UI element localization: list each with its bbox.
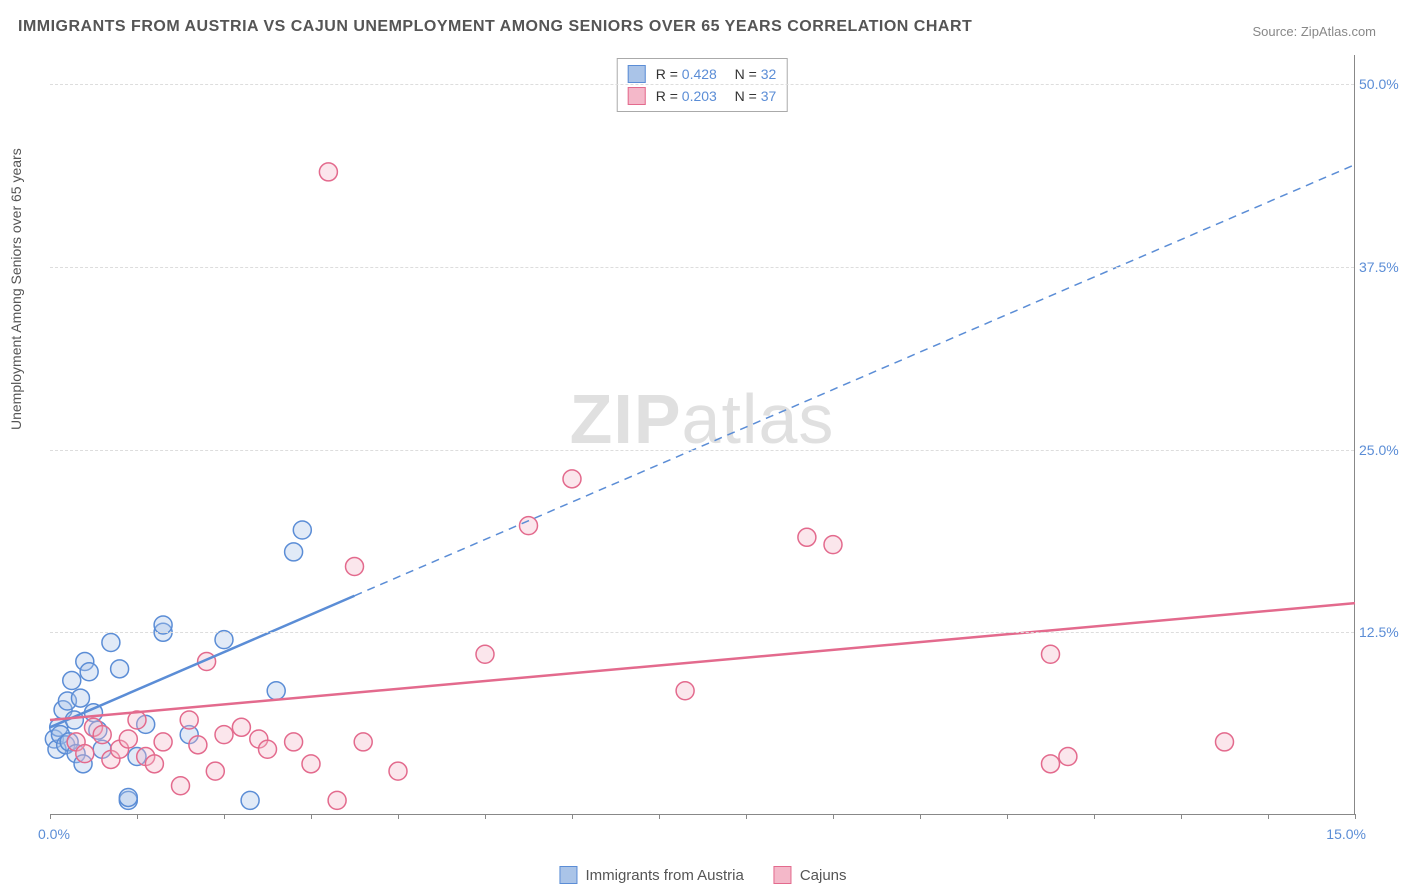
data-point [259,740,277,758]
y-tick-label: 37.5% [1359,259,1406,275]
gridline [50,450,1354,451]
data-point [267,682,285,700]
data-point [76,745,94,763]
data-point [119,730,137,748]
legend-bottom: Immigrants from Austria Cajuns [559,866,846,884]
data-point [80,663,98,681]
data-point [563,470,581,488]
data-point [111,660,129,678]
plot-area: ZIPatlas R = 0.428 N = 32R = 0.203 N = 3… [50,55,1355,815]
x-tick [485,814,486,819]
chart-title: IMMIGRANTS FROM AUSTRIA VS CAJUN UNEMPLO… [18,18,972,36]
trend-line-extrapolated [355,165,1356,596]
data-point [189,736,207,754]
scatter-plot-svg [50,55,1354,814]
x-tick [1181,814,1182,819]
x-tick [659,814,660,819]
data-point [154,616,172,634]
data-point [232,718,250,736]
trend-line [50,603,1355,720]
x-tick [1094,814,1095,819]
data-point [180,711,198,729]
legend-swatch-icon [559,866,577,884]
x-tick [311,814,312,819]
y-tick-label: 12.5% [1359,624,1406,640]
data-point [241,791,259,809]
y-axis-label: Unemployment Among Seniors over 65 years [8,148,24,430]
x-tick [1355,814,1356,819]
data-point [285,543,303,561]
x-tick [137,814,138,819]
data-point [93,726,111,744]
data-point [328,791,346,809]
data-point [102,634,120,652]
x-tick-max: 15.0% [1326,826,1366,842]
x-tick [833,814,834,819]
x-tick [572,814,573,819]
data-point [676,682,694,700]
legend-series-item: Cajuns [774,866,847,884]
x-tick [1007,814,1008,819]
data-point [354,733,372,751]
data-point [206,762,224,780]
data-point [145,755,163,773]
data-point [346,558,364,576]
data-point [824,536,842,554]
gridline [50,267,1354,268]
legend-series-label: Immigrants from Austria [585,867,743,884]
legend-series-label: Cajuns [800,867,847,884]
data-point [285,733,303,751]
data-point [154,733,172,751]
data-point [71,689,89,707]
x-tick-min: 0.0% [38,826,70,842]
data-point [293,521,311,539]
data-point [1216,733,1234,751]
gridline [50,632,1354,633]
data-point [302,755,320,773]
data-point [215,726,233,744]
source-label: Source: ZipAtlas.com [1252,24,1376,39]
x-tick [224,814,225,819]
data-point [476,645,494,663]
gridline [50,84,1354,85]
data-point [172,777,190,795]
y-tick-label: 25.0% [1359,442,1406,458]
data-point [1042,645,1060,663]
legend-swatch-icon [774,866,792,884]
legend-series-item: Immigrants from Austria [559,866,743,884]
data-point [1042,755,1060,773]
data-point [520,517,538,535]
x-tick [398,814,399,819]
data-point [119,788,137,806]
data-point [1059,748,1077,766]
y-tick-label: 50.0% [1359,76,1406,92]
x-tick [1268,814,1269,819]
data-point [319,163,337,181]
x-tick [746,814,747,819]
data-point [215,631,233,649]
data-point [389,762,407,780]
x-tick [920,814,921,819]
x-tick [50,814,51,819]
data-point [63,672,81,690]
data-point [798,528,816,546]
